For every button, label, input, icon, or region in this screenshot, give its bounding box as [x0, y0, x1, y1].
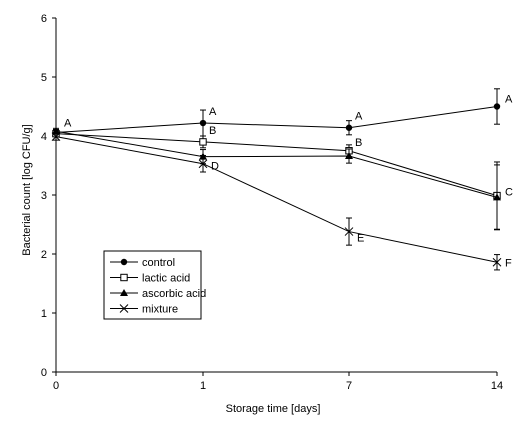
- significance-letter: D: [211, 161, 219, 173]
- y-tick-label: 4: [41, 131, 47, 143]
- marker-x: [492, 257, 502, 267]
- significance-letter: B: [209, 125, 216, 137]
- x-tick-label: 0: [53, 380, 59, 392]
- marker-triangle: [120, 289, 128, 296]
- marker-x-stroke: [51, 132, 61, 141]
- x-tick-label: 1: [200, 380, 206, 392]
- series-ascorbic-acid: [52, 127, 501, 231]
- series-control: A A A A: [52, 88, 513, 137]
- legend-label: control: [142, 257, 175, 269]
- marker-square: [120, 273, 128, 282]
- marker-circle: [120, 258, 128, 266]
- legend-label: lactic acid: [142, 273, 190, 285]
- marker-x: [119, 304, 129, 313]
- marker-circle: [493, 103, 501, 110]
- significance-letter: F: [505, 257, 512, 269]
- y-tick-label: 6: [41, 13, 47, 25]
- x-tick-label: 7: [346, 380, 352, 392]
- legend: control lactic acid ascorbic acid mixture: [103, 250, 206, 320]
- y-tick-label: 0: [41, 367, 47, 379]
- marker-x-stroke: [119, 304, 129, 313]
- series-lactic-acid: B B C: [52, 125, 513, 230]
- series-mixture: D E F: [51, 132, 512, 271]
- y-tick-label: 5: [41, 72, 47, 84]
- y-tick-label: 2: [41, 249, 47, 261]
- marker-circle: [199, 119, 207, 127]
- series-line: [55, 106, 498, 133]
- significance-letter: A: [64, 117, 72, 129]
- legend-label: ascorbic acid: [142, 288, 206, 300]
- marker-triangle: [345, 152, 353, 160]
- marker-x-stroke: [198, 159, 208, 169]
- series-line: [55, 133, 498, 197]
- x-tick-label: 14: [491, 380, 503, 392]
- significance-letter: A: [355, 111, 363, 123]
- marker-x: [51, 132, 61, 141]
- y-axis: 0 1 2 3 4 5 6: [41, 13, 57, 379]
- marker-x-stroke: [492, 257, 502, 267]
- y-axis-label: Bacterial count [log CFU/g]: [21, 124, 33, 255]
- x-axis: 0 1 7 14: [53, 371, 503, 392]
- series-line: [55, 136, 498, 263]
- legend-label: mixture: [142, 304, 178, 316]
- significance-letter: A: [209, 106, 217, 118]
- significance-letter: C: [505, 187, 513, 199]
- y-tick-label: 1: [41, 308, 47, 320]
- marker-x-stroke: [344, 227, 354, 236]
- marker-triangle: [493, 193, 501, 201]
- series-line: [55, 130, 498, 198]
- marker-circle: [345, 124, 353, 131]
- significance-letter: A: [505, 94, 513, 106]
- significance-letter: E: [357, 233, 364, 245]
- marker-square: [199, 138, 207, 146]
- significance-letter: B: [355, 137, 362, 149]
- marker-x: [198, 159, 208, 169]
- marker-triangle: [52, 127, 60, 135]
- marker-x: [344, 227, 354, 236]
- x-axis-label: Storage time [days]: [226, 403, 321, 415]
- y-tick-label: 3: [41, 190, 47, 202]
